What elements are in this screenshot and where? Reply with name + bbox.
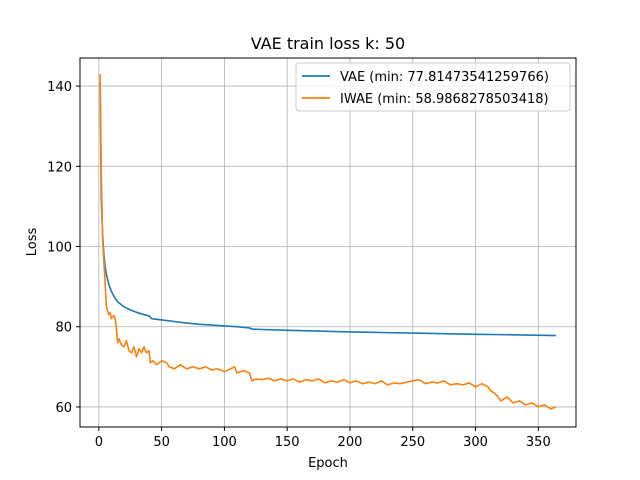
legend: VAE (min: 77.81473541259766) IWAE (min: … [295, 62, 571, 112]
x-tick-label: 350 [526, 435, 551, 450]
vae-loss-line [99, 82, 556, 337]
chart-title: VAE train loss k: 50 [251, 34, 405, 53]
series-lines [99, 73, 557, 410]
legend-label-iwae: IWAE (min: 58.9868278503418) [340, 92, 549, 107]
legend-label-vae: VAE (min: 77.81473541259766) [340, 70, 549, 85]
x-tick-label: 0 [95, 435, 103, 450]
iwae-loss-line [99, 73, 557, 410]
y-tick-label: 140 [47, 80, 72, 95]
x-tick-label: 300 [463, 435, 488, 450]
y-axis-label: Loss [25, 228, 40, 257]
plot-frame [79, 57, 577, 428]
grid [80, 58, 576, 427]
x-tick-label: 150 [275, 435, 300, 450]
y-tick-label: 60 [55, 401, 72, 416]
x-tick-label: 100 [212, 435, 237, 450]
y-tick-label: 80 [55, 321, 72, 336]
x-tick-label: 50 [153, 435, 170, 450]
y-tick-label: 120 [47, 160, 72, 175]
x-tick-label: 200 [338, 435, 363, 450]
legend-box [295, 62, 571, 112]
y-tick-label: 100 [47, 241, 72, 256]
x-tick-label: 250 [400, 435, 425, 450]
x-axis-label: Epoch [308, 456, 348, 471]
axis-ticks: 0 50 100 150 200 250 300 350 60 80 100 120 140 [47, 80, 551, 450]
